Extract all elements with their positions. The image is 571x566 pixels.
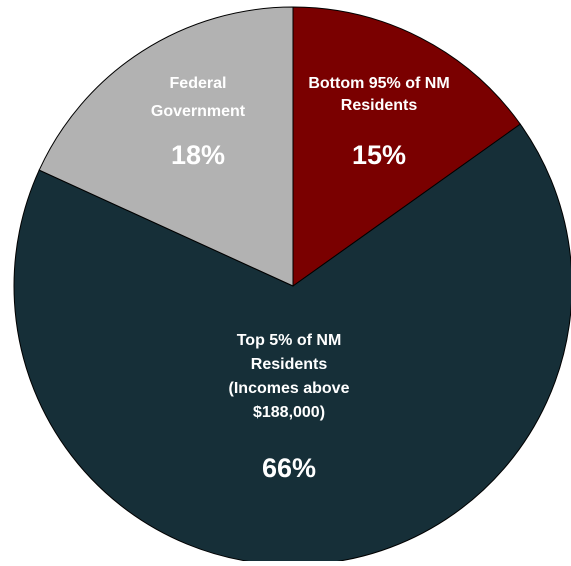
slice-label-group: Bottom 95% of NM Residents 15% [308,75,449,170]
pie-slice [292,6,521,287]
slice-label-group: Top 5% of NM Residents (Incomes above $188,… [229,332,350,483]
pie-slice [38,6,294,287]
slice-value-label: 15% [352,140,406,170]
slice-label-line: Residents [341,97,418,114]
labels-layer: Bottom 95% of NM Residents 15% Top 5% of NM… [151,75,450,483]
slice-label-line: Federal [170,75,227,92]
slices-layer [13,6,571,566]
slice-label-group: Federal Government 18% [151,75,246,170]
slice-value-label: 66% [262,453,316,483]
slice-label-line: $188,000) [253,404,325,421]
slice-label-line: Bottom 95% of NM [308,75,449,92]
slice-label-line: Residents [251,356,328,373]
slice-value-label: 18% [171,140,225,170]
slice-label-line: (Incomes above [229,380,350,397]
slice-label-line: Top 5% of NM [237,332,342,349]
slice-label-line: Government [151,103,246,120]
